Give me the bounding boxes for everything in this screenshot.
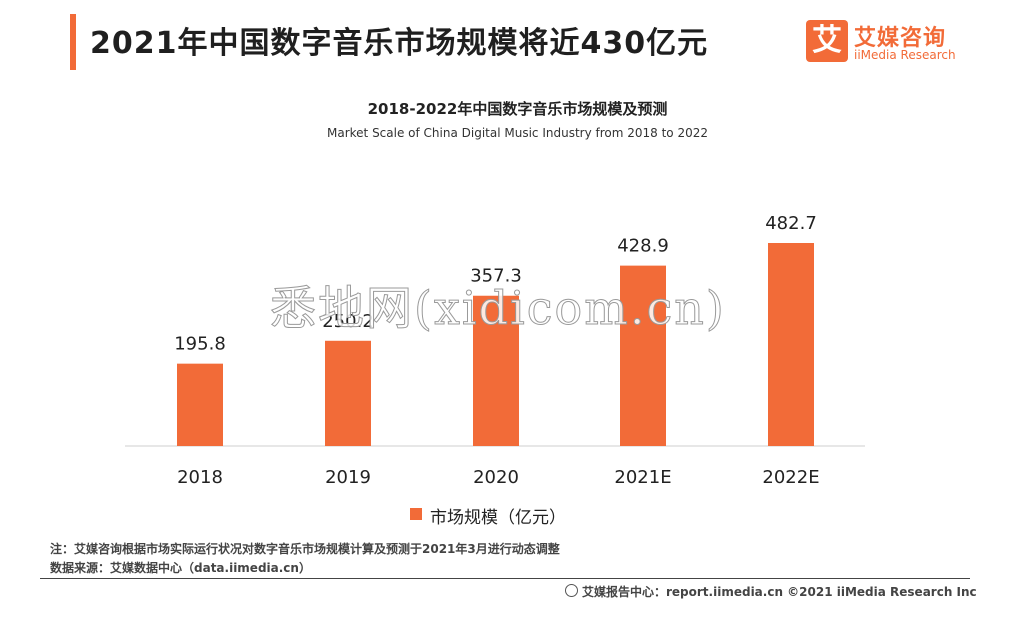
- data-label-2019: 250.2: [322, 311, 374, 332]
- x-tick-label-2020: 2020: [473, 467, 519, 488]
- footer-text: 艾媒报告中心：report.iimedia.cn ©2021 iiMedia R…: [582, 585, 977, 599]
- data-label-2022E: 482.7: [765, 213, 817, 234]
- logo-name-cn: 艾媒咨询: [854, 26, 947, 51]
- logo-name-en: iiMedia Research: [854, 48, 956, 62]
- title-accent-bar: [70, 14, 76, 70]
- x-tick-label-2022E: 2022E: [762, 467, 819, 488]
- brand-logo: 艾 艾媒咨询 iiMedia Research: [806, 20, 956, 66]
- data-label-2021E: 428.9: [617, 236, 669, 257]
- bar-2020: [473, 295, 519, 446]
- data-label-2018: 195.8: [174, 334, 226, 355]
- legend-label: 市场规模（亿元）: [430, 508, 566, 528]
- legend-swatch: [410, 508, 422, 520]
- footer-divider: [40, 578, 970, 579]
- bar-2019: [325, 340, 371, 446]
- bar-2022E: [768, 243, 814, 446]
- watermark: 悉地网(xidicom.cn): [270, 281, 726, 336]
- page-title: 2021年中国数字音乐市场规模将近430亿元: [90, 26, 709, 61]
- x-tick-label-2018: 2018: [177, 467, 223, 488]
- chart-title: 2018-2022年中国数字音乐市场规模及预测: [367, 100, 668, 118]
- data-label-2020: 357.3: [470, 266, 522, 287]
- logo-icon: 艾: [806, 20, 848, 62]
- x-tick-label-2021E: 2021E: [614, 467, 671, 488]
- bar-2018: [177, 363, 223, 446]
- chart-subtitle: Market Scale of China Digital Music Indu…: [327, 126, 708, 140]
- bar-2021E: [620, 265, 666, 446]
- data-source: 数据来源：艾媒数据中心（data.iimedia.cn）: [50, 561, 311, 575]
- x-tick-label-2019: 2019: [325, 467, 371, 488]
- globe-icon: [565, 584, 578, 597]
- chart-note: 注：艾媒咨询根据市场实际运行状况对数字音乐市场规模计算及预测于2021年3月进行…: [50, 542, 560, 556]
